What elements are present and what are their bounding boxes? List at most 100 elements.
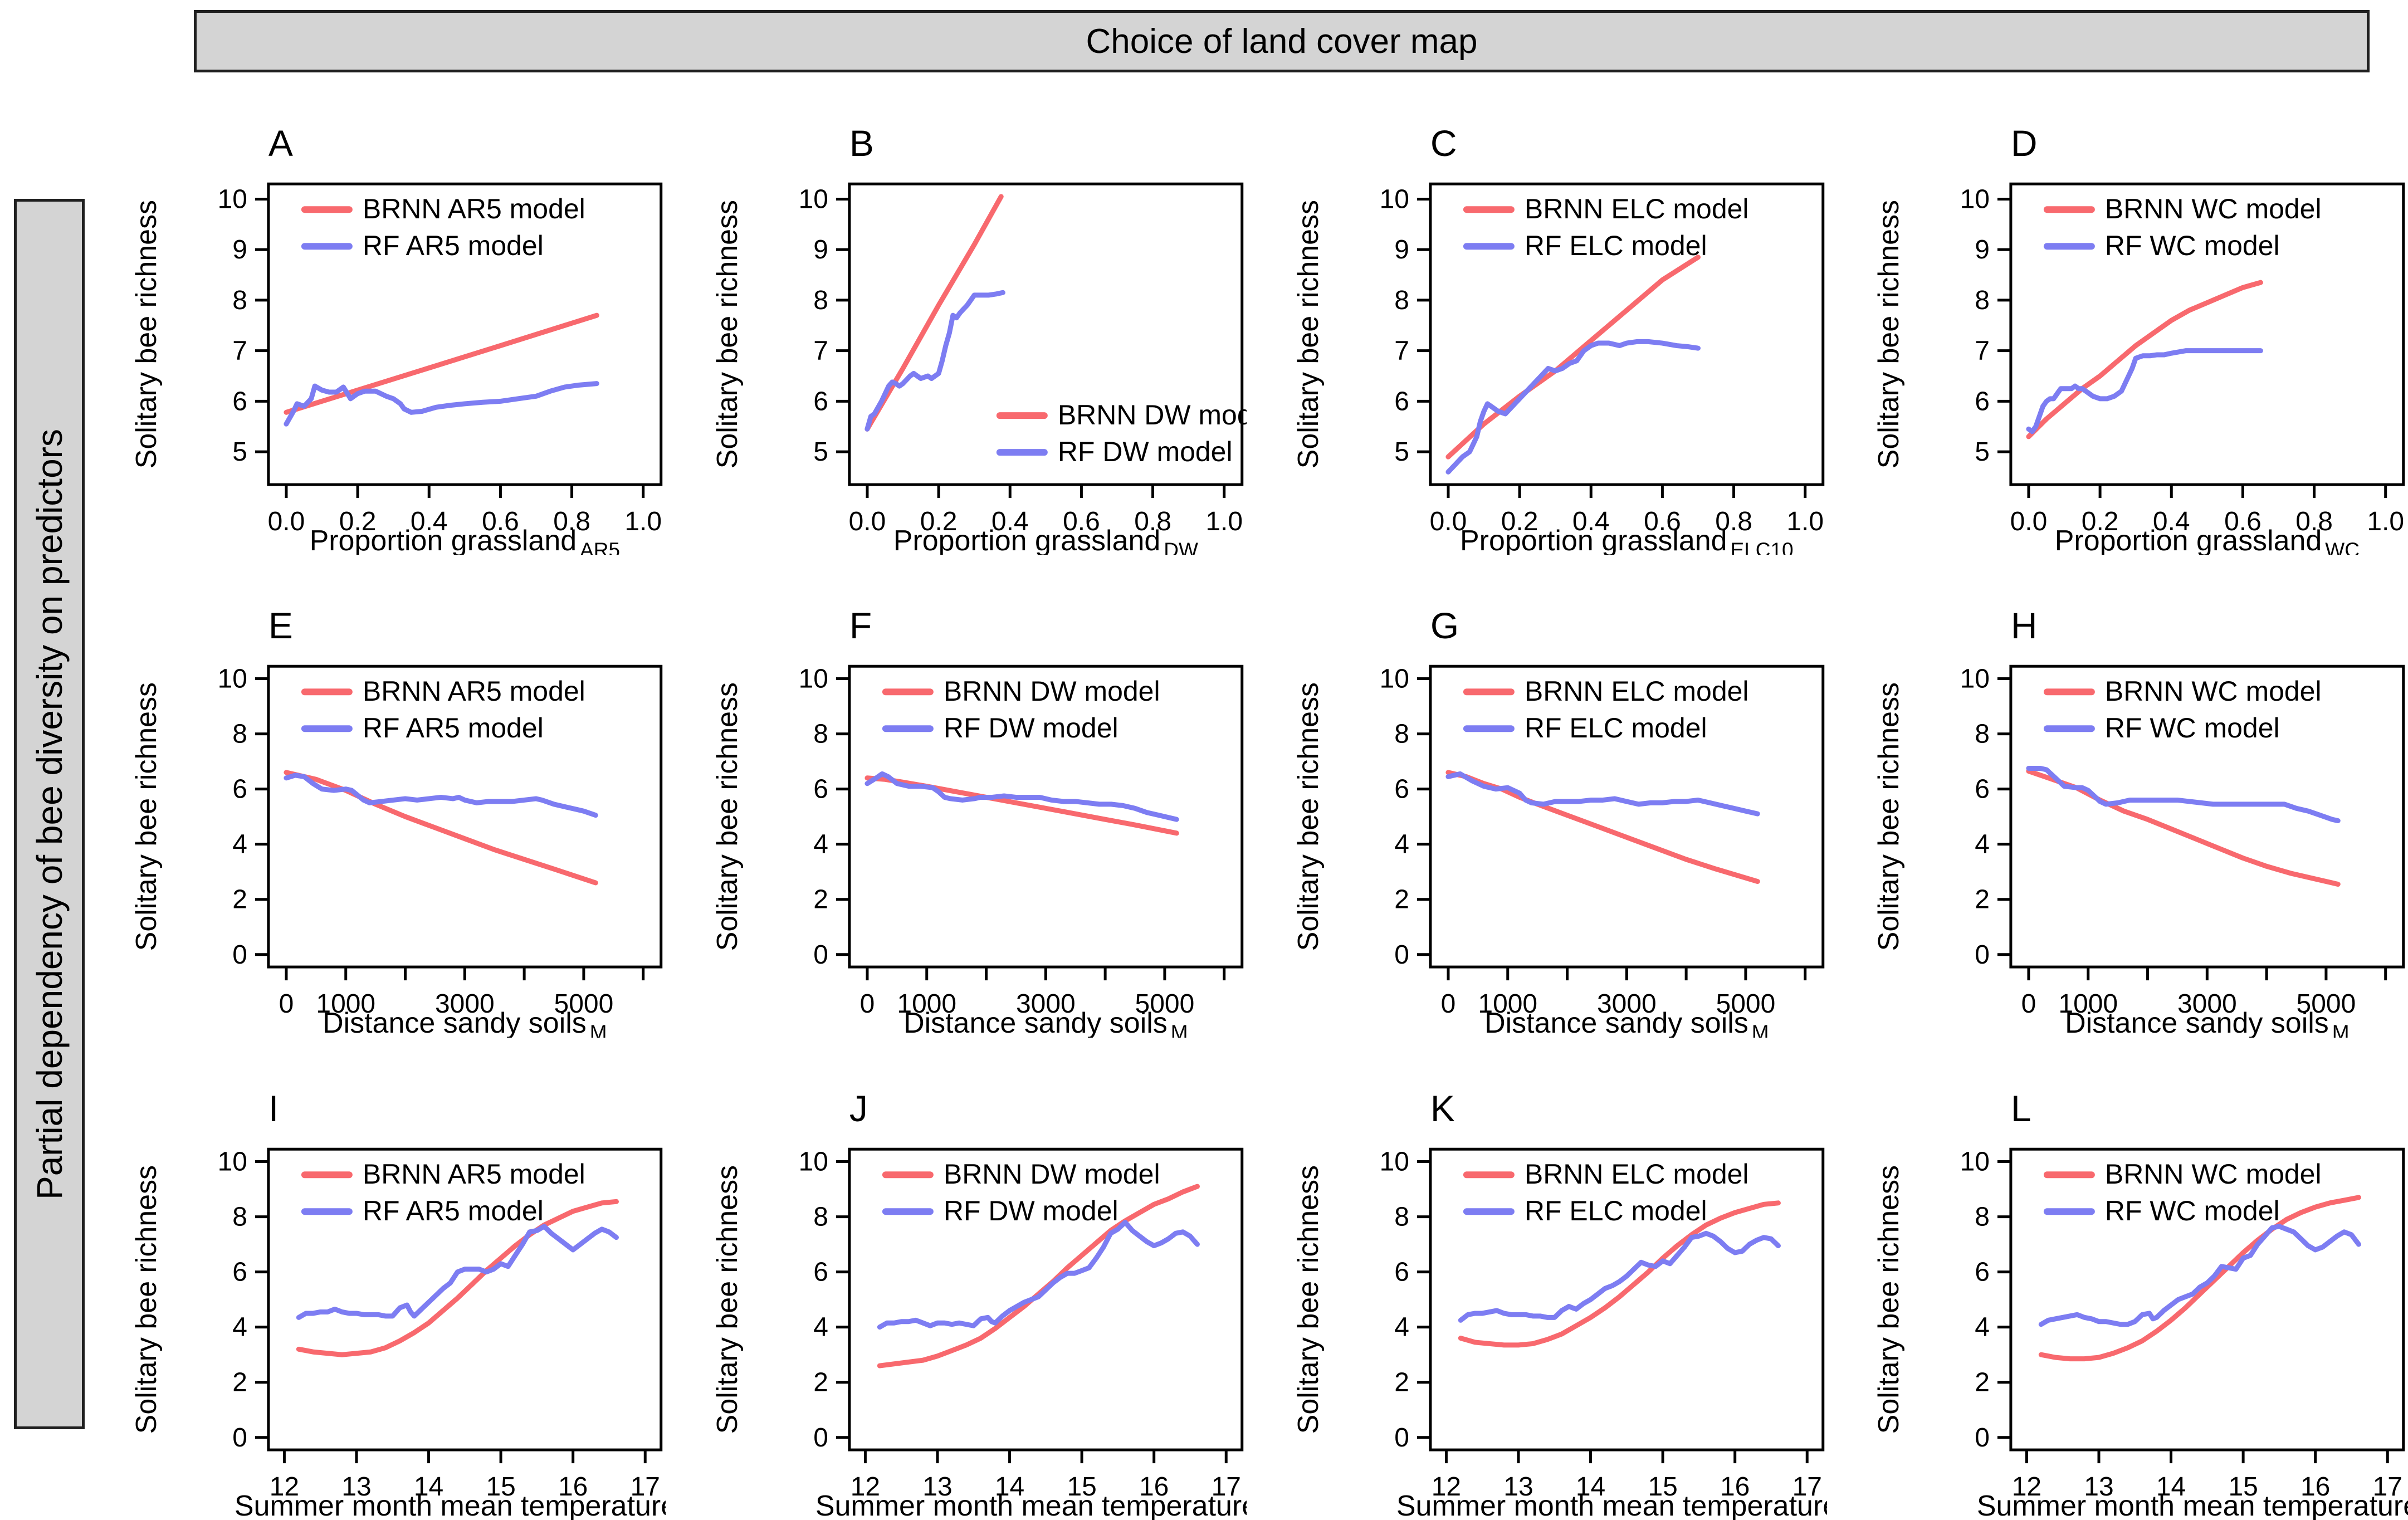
y-tick-label: 8 (232, 1202, 247, 1231)
y-tick-label: 2 (1394, 885, 1409, 915)
legend: BRNN ELC model RF ELC model (1463, 1159, 1748, 1226)
x-tick-label: 12 (1431, 1472, 1461, 1502)
x-tick-label: 3000 (1016, 989, 1076, 1019)
y-tick-label: 8 (813, 720, 828, 749)
y-tick-label: 10 (1379, 664, 1409, 694)
rf-model-line (877, 1219, 1200, 1330)
x-tick-label: 13 (922, 1472, 952, 1502)
x-tick-label: 0.6 (1644, 507, 1681, 536)
panel-A: A 5 6 7 8 9 10 0.0 0.2 0.4 0.6 0.8 1.0 Solitary bee r… (85, 72, 666, 555)
panel-I: I 0 2 4 6 8 10 12 13 14 15 16 17 Solitary bee richnes… (85, 1038, 666, 1520)
legend: BRNN DW model RF DW model (996, 399, 1247, 467)
x-tick-label: 14 (2156, 1472, 2186, 1502)
legend: BRNN DW model RF DW model (882, 676, 1160, 744)
y-tick-label: 2 (1394, 1367, 1409, 1397)
x-tick-label: 12 (2012, 1472, 2041, 1502)
x-tick-label: 17 (631, 1472, 660, 1502)
y-tick-label: 8 (1975, 1202, 1990, 1231)
x-axis-label: Summer month mean temperatureC (1396, 1490, 1827, 1520)
panel-letter: B (849, 123, 874, 164)
y-tick-label: 10 (218, 184, 247, 214)
x-tick-label: 0.2 (2082, 507, 2119, 536)
legend-label: RF WC model (2105, 230, 2280, 261)
x-axis-label: Distance sandy soils M (903, 1007, 1188, 1037)
x-tick-label: 0.2 (920, 507, 958, 536)
y-tick-label: 6 (813, 387, 828, 416)
x-tick-label: 13 (1503, 1472, 1533, 1502)
y-tick-label: 6 (813, 775, 828, 804)
x-tick-label: 0 (1440, 989, 1455, 1019)
y-tick-label: 5 (1975, 437, 1990, 467)
panel-letter: H (2011, 605, 2038, 647)
rf-model-line (284, 773, 598, 818)
x-tick-label: 17 (2373, 1472, 2402, 1502)
panel-B-chart: B 5 6 7 8 9 10 0.0 0.2 0.4 0.6 0.8 1.0 Solitary bee r… (711, 123, 1247, 555)
x-axis-label: Distance sandy soils M (1484, 1007, 1769, 1037)
x-tick-label: 16 (2300, 1472, 2330, 1502)
y-tick-label: 4 (1975, 1312, 1990, 1342)
x-tick-label: 12 (270, 1472, 299, 1502)
x-tick-label: 5000 (1135, 989, 1194, 1019)
legend-label: RF AR5 model (363, 713, 544, 744)
y-axis-label: Solitary bee richness (130, 200, 163, 468)
y-tick-label: 4 (813, 830, 828, 859)
x-tick-label: 0.8 (1134, 507, 1171, 536)
plot-frame (848, 182, 1244, 486)
brnn-model-line (284, 770, 598, 886)
x-tick-label: 17 (1792, 1472, 1821, 1502)
y-axis-label: Solitary bee richness (711, 200, 744, 468)
x-tick-label: 16 (1139, 1472, 1169, 1502)
legend: BRNN AR5 model RF AR5 model (301, 1159, 585, 1226)
panel-letter: D (2011, 123, 2038, 164)
x-axis-label: Proportion grassland WC (2055, 525, 2360, 555)
legend-label: RF WC model (2105, 713, 2280, 744)
legend-label: BRNN AR5 model (363, 193, 585, 224)
legend: BRNN WC model RF WC model (2044, 193, 2322, 261)
y-axis-label: Solitary bee richness (130, 682, 163, 951)
y-tick-label: 4 (1975, 830, 1990, 859)
y-tick-label: 0 (1394, 940, 1409, 970)
panel-letter: C (1430, 123, 1457, 164)
y-tick-label: 6 (232, 775, 247, 804)
legend: BRNN AR5 model RF AR5 model (301, 193, 585, 261)
legend: BRNN ELC model RF ELC model (1463, 676, 1748, 744)
x-tick-label: 0.0 (2010, 507, 2048, 536)
y-tick-label: 0 (813, 1423, 828, 1452)
y-axis-label: Solitary bee richness (1873, 682, 1905, 951)
panel-J-chart: J 0 2 4 6 8 10 12 13 14 15 16 17 Solitary bee richnes… (711, 1088, 1247, 1520)
x-tick-label: 5000 (1716, 989, 1775, 1019)
panel-K-chart: K 0 2 4 6 8 10 12 13 14 15 16 17 Solitary bee richnes… (1292, 1088, 1827, 1520)
x-axis-label-subscript: AR5 (580, 539, 620, 555)
panel-letter: K (1430, 1088, 1454, 1129)
x-axis-label-subscript: M (2332, 1021, 2350, 1037)
panel-letter: A (268, 123, 293, 164)
x-tick-label: 0.6 (1063, 507, 1100, 536)
y-tick-label: 10 (798, 664, 828, 694)
x-tick-label: 3000 (435, 989, 495, 1019)
x-axis-label: Summer month mean temperatureC (815, 1490, 1247, 1520)
y-tick-label: 0 (813, 940, 828, 970)
panel-D-chart: D 5 6 7 8 9 10 0.0 0.2 0.4 0.6 0.8 1.0 Solitary bee r… (1873, 123, 2405, 555)
plot-frame (1428, 182, 1824, 486)
plot-frame (2009, 665, 2405, 969)
x-axis-label-subscript: WC (2326, 539, 2360, 555)
panel-E-chart: E 0 2 4 6 8 10 0 1000 3000 5000 Solitary bee richne… (130, 605, 663, 1038)
y-tick-label: 10 (798, 184, 828, 214)
panel-J: J 0 2 4 6 8 10 12 13 14 15 16 17 Solitary bee richnes… (666, 1038, 1247, 1520)
legend: BRNN ELC model RF ELC model (1463, 193, 1748, 261)
y-tick-label: 8 (1394, 286, 1409, 315)
y-tick-label: 0 (232, 940, 247, 970)
x-tick-label: 5000 (554, 989, 614, 1019)
y-tick-label: 0 (1975, 940, 1990, 970)
x-tick-label: 15 (486, 1472, 515, 1502)
x-axis-label-subscript: M (1751, 1021, 1769, 1037)
y-tick-label: 6 (813, 1257, 828, 1287)
legend-label: RF DW model (944, 713, 1118, 744)
legend-label: RF ELC model (1524, 1195, 1707, 1226)
y-tick-label: 2 (813, 1367, 828, 1397)
figure-side-label-bar: Partial dependency of bee diversity on p… (14, 199, 85, 1429)
y-tick-label: 6 (1394, 775, 1409, 804)
x-tick-label: 0.0 (1429, 507, 1467, 536)
rf-model-line (1445, 339, 1701, 475)
y-tick-label: 10 (1960, 1147, 1990, 1176)
